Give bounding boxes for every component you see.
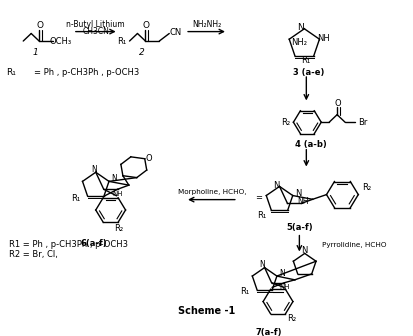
Text: N: N: [295, 189, 301, 198]
Text: N: N: [259, 260, 265, 269]
Text: N: N: [301, 246, 307, 255]
Text: R₂: R₂: [287, 314, 296, 323]
Text: R₁: R₁: [71, 194, 80, 203]
Text: NH: NH: [278, 284, 289, 290]
Text: 3 (a-e): 3 (a-e): [292, 68, 323, 77]
Text: R₁: R₁: [6, 68, 16, 77]
Text: R₁: R₁: [240, 287, 249, 296]
Text: CH3CN: CH3CN: [82, 27, 109, 36]
Text: 6(a-f): 6(a-f): [80, 239, 107, 248]
Text: Br: Br: [357, 118, 367, 127]
Text: CN: CN: [169, 28, 181, 37]
Text: Scheme -1: Scheme -1: [178, 306, 235, 316]
Text: R2 = Br, Cl,: R2 = Br, Cl,: [9, 250, 58, 259]
Text: R₂: R₂: [280, 118, 290, 127]
Text: R1 = Ph , p-CH3Ph , p-OCH3: R1 = Ph , p-CH3Ph , p-OCH3: [9, 241, 128, 249]
Text: OCH₃: OCH₃: [50, 37, 72, 46]
Text: = Ph , p-CH3Ph , p-OCH3: = Ph , p-CH3Ph , p-OCH3: [34, 68, 139, 77]
Text: n-Butyl Lithium: n-Butyl Lithium: [66, 20, 125, 30]
Text: 1: 1: [32, 48, 38, 57]
Text: 5(a-f): 5(a-f): [285, 223, 312, 233]
Text: O: O: [334, 99, 341, 108]
Text: O: O: [36, 22, 43, 31]
Text: N: N: [278, 269, 284, 278]
Text: NH₂NH₂: NH₂NH₂: [192, 20, 221, 30]
Text: NH: NH: [316, 34, 329, 43]
Text: R₂: R₂: [114, 224, 123, 234]
Text: Morpholine, HCHO,: Morpholine, HCHO,: [177, 189, 246, 195]
Text: N: N: [273, 181, 279, 190]
Text: NH: NH: [297, 197, 309, 206]
Text: 4 (a-b): 4 (a-b): [295, 140, 326, 150]
Text: NH₂: NH₂: [290, 38, 306, 46]
Text: 2: 2: [138, 48, 144, 57]
Text: N: N: [296, 23, 303, 32]
Text: =: =: [254, 193, 261, 202]
Text: R₁: R₁: [256, 211, 266, 219]
Text: Pyrrolidine, HCHO: Pyrrolidine, HCHO: [321, 242, 385, 248]
Text: 7(a-f): 7(a-f): [255, 328, 281, 336]
Text: N: N: [91, 165, 96, 174]
Text: N: N: [111, 174, 116, 183]
Text: O: O: [145, 154, 152, 163]
Text: R₁: R₁: [300, 56, 310, 65]
Text: R₁: R₁: [116, 37, 126, 46]
Text: NH: NH: [112, 191, 123, 197]
Text: O: O: [142, 22, 150, 31]
Text: R₂: R₂: [361, 182, 370, 192]
